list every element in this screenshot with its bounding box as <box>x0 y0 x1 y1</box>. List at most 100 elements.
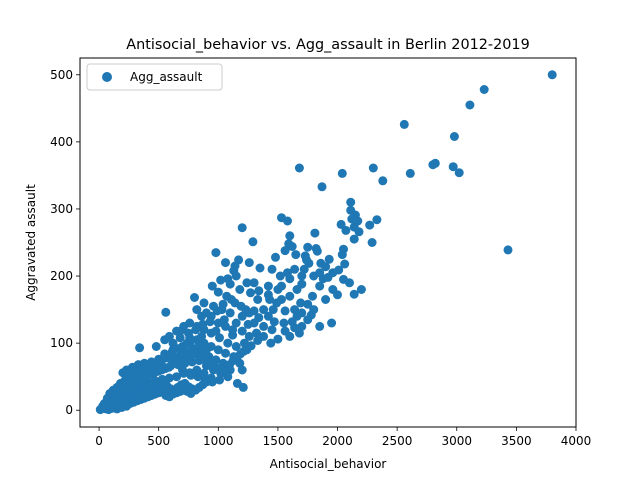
data-point <box>235 285 245 294</box>
data-point <box>367 238 377 247</box>
data-point <box>263 281 273 291</box>
data-point <box>206 373 216 383</box>
data-point <box>297 308 307 318</box>
data-point <box>248 237 258 247</box>
x-tick-label: 1500 <box>263 434 294 448</box>
data-point <box>219 315 229 325</box>
data-point <box>303 242 313 252</box>
data-point <box>287 242 297 251</box>
data-point <box>280 306 290 316</box>
data-point <box>216 275 226 285</box>
data-point <box>231 318 241 328</box>
x-tick-label: 500 <box>147 434 170 448</box>
data-point <box>479 85 489 94</box>
data-point <box>340 259 350 269</box>
data-point <box>215 333 224 343</box>
data-point <box>175 333 185 343</box>
data-point <box>312 246 322 256</box>
data-point <box>223 338 233 348</box>
data-point <box>336 219 346 229</box>
data-point <box>449 132 459 141</box>
data-point <box>135 343 145 353</box>
data-point <box>160 335 170 345</box>
data-point <box>242 278 252 288</box>
data-point <box>277 281 286 291</box>
data-point <box>237 223 247 233</box>
data-point <box>175 326 185 336</box>
data-point <box>167 348 177 357</box>
data-point <box>174 344 184 353</box>
data-point <box>272 298 282 308</box>
x-axis: 0 500 1000 1500 2000 2500 3000 3500 4000 <box>95 427 591 448</box>
data-point <box>198 319 208 329</box>
data-point <box>333 290 342 300</box>
data-point <box>269 317 279 327</box>
data-point <box>263 290 273 300</box>
x-axis-label: Antisocial_behavior <box>270 457 387 471</box>
data-point <box>283 216 292 226</box>
data-point <box>199 298 209 308</box>
data-point <box>236 301 246 311</box>
x-tick-label: 3500 <box>501 434 532 448</box>
legend-box <box>86 63 223 91</box>
data-point <box>263 311 273 321</box>
y-tick-label: 100 <box>50 336 73 350</box>
data-point <box>285 231 295 241</box>
data-point <box>239 346 249 356</box>
y-tick-label: 0 <box>65 403 73 417</box>
data-point <box>280 246 290 256</box>
y-tick-label: 200 <box>50 269 73 283</box>
data-point <box>310 228 320 238</box>
data-point <box>297 271 307 281</box>
data-point <box>280 326 290 336</box>
data-point <box>349 234 359 244</box>
data-point <box>267 325 277 335</box>
data-point <box>324 254 334 264</box>
data-point <box>465 100 475 110</box>
data-point <box>207 281 217 291</box>
data-point <box>315 268 325 278</box>
data-point <box>346 197 356 207</box>
data-point <box>365 220 375 230</box>
data-point <box>211 248 221 258</box>
data-point <box>237 365 247 375</box>
data-point <box>244 258 254 268</box>
data-point <box>349 289 359 299</box>
points-layer <box>95 70 557 415</box>
data-point <box>259 305 269 315</box>
data-point <box>218 299 228 309</box>
data-point <box>221 258 230 268</box>
data-point <box>238 382 248 392</box>
data-point <box>503 245 513 255</box>
data-point <box>337 168 347 178</box>
data-point <box>226 295 236 304</box>
data-point <box>228 330 238 340</box>
data-point <box>317 182 327 192</box>
y-tick-label: 400 <box>50 135 73 149</box>
data-point <box>253 295 263 304</box>
data-point <box>267 264 277 274</box>
data-point <box>186 389 196 398</box>
data-point <box>271 252 280 262</box>
chart-title: Antisocial_behavior vs. Agg_assault in B… <box>126 37 529 53</box>
data-point <box>292 285 302 294</box>
data-point <box>378 176 388 186</box>
data-point <box>184 328 193 338</box>
plot-frame <box>79 57 577 428</box>
data-point <box>178 365 187 375</box>
data-point <box>231 271 241 281</box>
data-point <box>259 331 269 341</box>
y-tick-label: 500 <box>50 68 73 82</box>
x-tick-label: 3000 <box>441 434 472 448</box>
data-point <box>291 250 301 260</box>
data-point <box>192 365 202 375</box>
data-point <box>323 272 333 282</box>
data-point <box>259 321 269 331</box>
data-point <box>399 119 409 129</box>
data-point <box>327 318 337 328</box>
y-axis-label: Aggravated assault <box>24 184 38 301</box>
data-point <box>201 308 211 318</box>
data-point <box>349 222 359 232</box>
data-point <box>273 334 283 344</box>
data-point <box>255 263 265 273</box>
